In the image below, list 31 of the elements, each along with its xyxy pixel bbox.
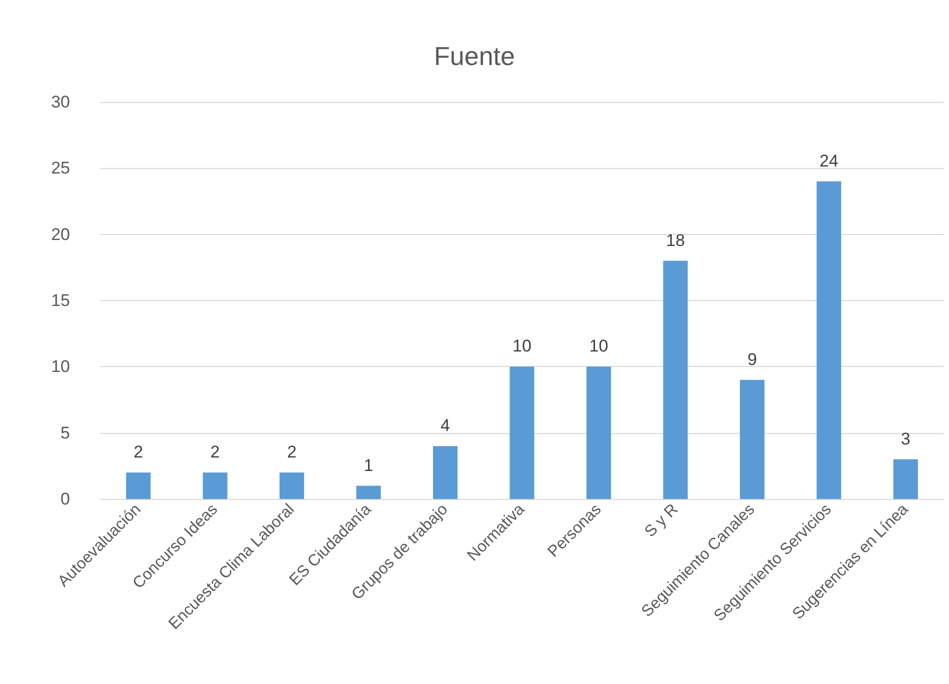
data-label: 2 [287,442,297,462]
x-tick-label: S y R [642,500,682,541]
bar [893,459,918,499]
y-tick-label: 5 [60,423,70,442]
data-label: 9 [747,350,757,369]
data-label: 1 [364,456,374,475]
bar [740,380,764,499]
bar [356,486,381,499]
data-label: 18 [666,230,685,250]
data-label: 2 [210,442,220,462]
bar [586,366,612,499]
bar [663,260,688,499]
y-tick-label: 30 [51,92,70,112]
bar [510,366,534,499]
y-tick-label: 25 [51,158,70,178]
data-label: 4 [440,416,450,436]
data-label: 10 [512,336,532,356]
data-label: 10 [589,336,608,356]
y-tick-label: 10 [51,357,70,376]
bar [280,472,304,499]
chart-title: Fuente [434,41,515,71]
y-tick-label: 0 [60,490,70,508]
data-label: 3 [900,429,910,448]
bar [432,446,458,499]
data-label: 24 [819,151,838,170]
y-tick-label: 20 [51,224,70,244]
data-label: 2 [134,442,144,462]
y-tick-label: 15 [51,291,70,310]
bar [202,472,228,499]
bar [816,181,842,499]
bar [126,472,151,499]
